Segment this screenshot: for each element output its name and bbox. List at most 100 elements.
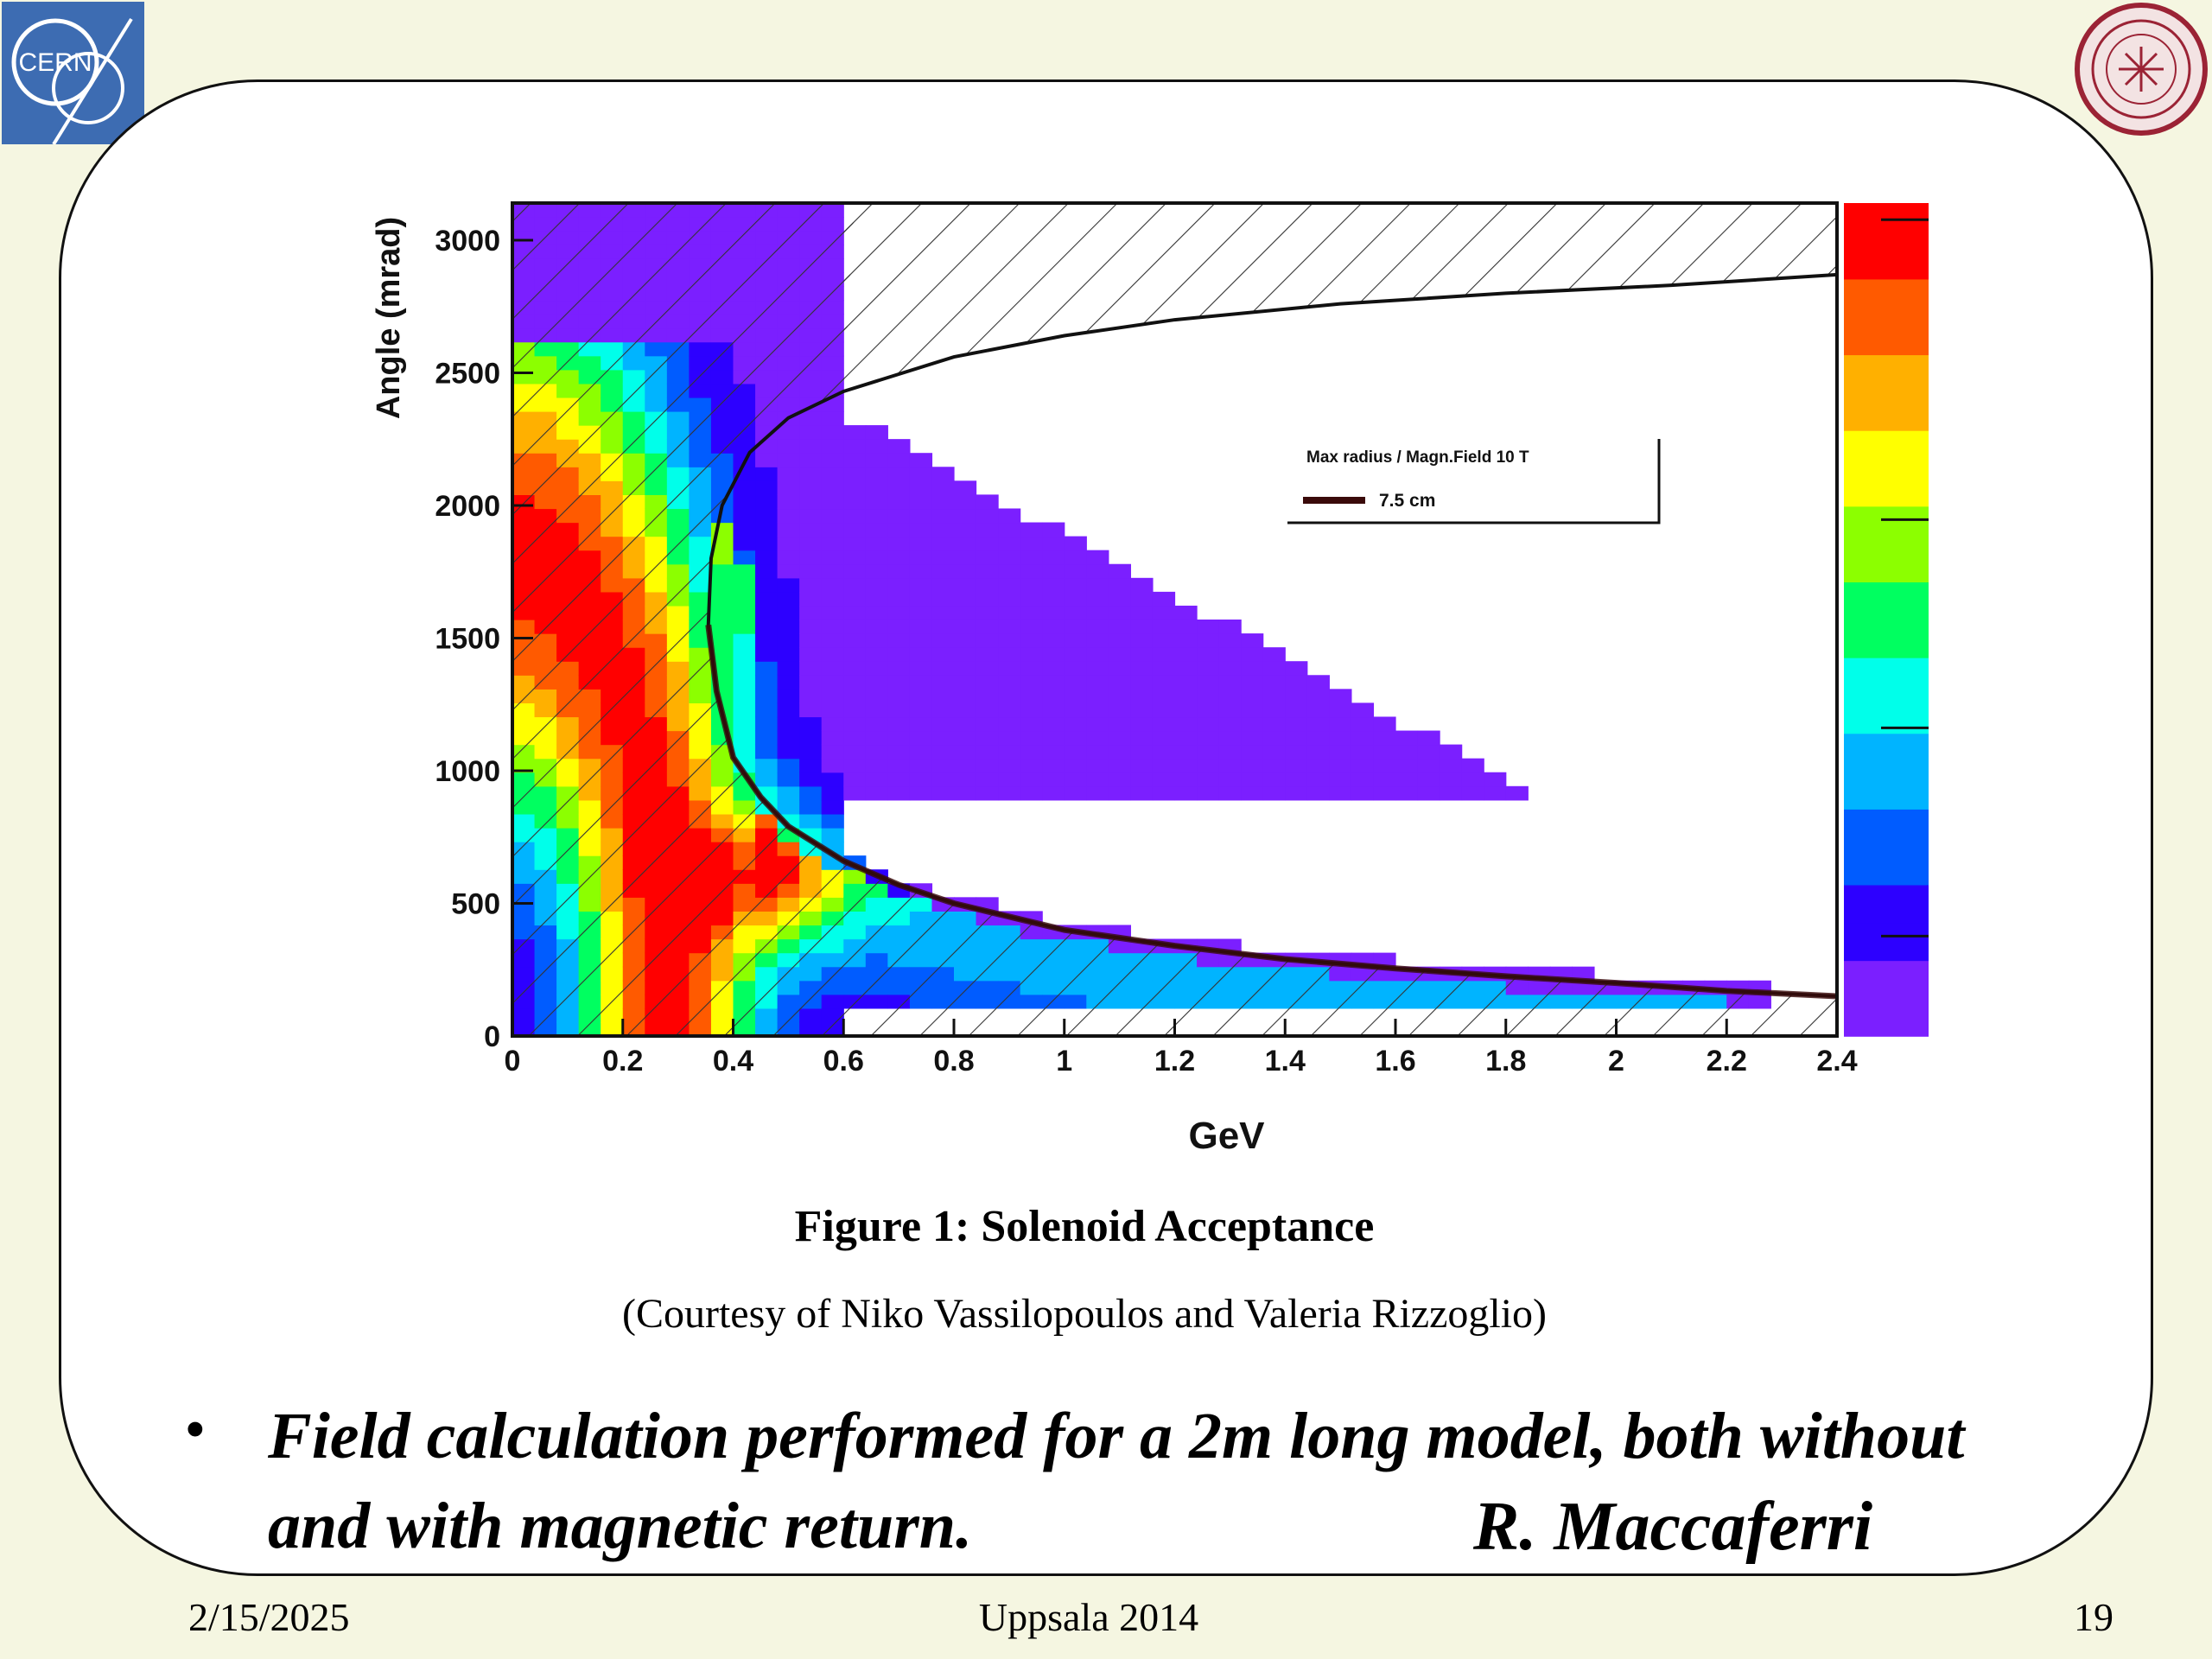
heatmap-cell [1262,702,1286,718]
heatmap-cell [909,716,933,732]
heatmap-cell [954,758,977,773]
heatmap-cell [998,675,1021,690]
heatmap-cell [887,494,911,510]
heatmap-cell [843,785,867,801]
heatmap-cell [777,467,800,481]
heatmap-cell [799,563,823,579]
heatmap-cell [1086,689,1109,703]
heatmap-cell [1218,785,1242,801]
heatmap-cell [909,661,933,676]
heatmap-cell [1174,730,1198,746]
heatmap-cell [998,702,1021,718]
heatmap-cell [1218,647,1242,662]
heatmap-cell [799,522,823,537]
heatmap-cell [1042,591,1065,607]
colorbar-cell [1844,771,1929,810]
heatmap-cell [799,439,823,454]
heatmap-cell [1351,730,1375,746]
figure-caption: Figure 1: Solenoid Acceptance [794,1202,1375,1251]
heatmap-cell [710,620,734,634]
heatmap-cell [1020,605,1043,620]
heatmap-cell [710,591,734,607]
colorbar-cell [1844,543,1929,582]
heatmap-cell [865,453,888,467]
heatmap-cell [887,661,911,676]
heatmap-cell [1285,758,1308,773]
heatmap-cell [1285,702,1308,718]
heatmap-cell [777,785,800,801]
heatmap-cell [1020,577,1043,593]
heatmap-cell [1130,661,1154,676]
heatmap-cell [865,425,888,440]
heatmap-cell [821,633,844,648]
colorbar-cell [1844,620,1929,658]
heatmap-cell [1086,785,1109,801]
heatmap-cell [909,522,933,537]
heatmap-cell [1108,772,1131,787]
x-tick-label: 0.2 [602,1045,643,1077]
heatmap-cell [1218,702,1242,718]
heatmap-cell [1064,591,1087,607]
bullet-text: Field calculation performed for a 2m lon… [268,1400,1965,1562]
heatmap-cell [1197,730,1220,746]
heatmap-cell [1373,785,1396,801]
heatmap-cell [1417,785,1440,801]
heatmap-cell [909,675,933,690]
heatmap-cell [1262,730,1286,746]
heatmap-cell [1373,730,1396,746]
heatmap-cell [1484,772,1507,787]
heatmap-cell [1218,716,1242,732]
heatmap-cell [998,772,1021,787]
heatmap-cell [1064,785,1087,801]
x-tick-label: 0.8 [933,1045,974,1077]
heatmap-cell [1130,605,1154,620]
heatmap-cell [998,689,1021,703]
heatmap-cell [1197,785,1220,801]
heatmap-cell [1152,675,1176,690]
colorbar-cell [1844,809,1929,848]
heatmap-cell [931,716,955,732]
heatmap-cell [931,730,955,746]
heatmap-cell [710,577,734,593]
heatmap-cell [865,577,888,593]
heatmap-cell [931,702,955,718]
heatmap-cell [1020,758,1043,773]
heatmap-cell [887,772,911,787]
heatmap-cell [998,661,1021,676]
heatmap-cell [865,675,888,690]
heatmap-cell [909,480,933,495]
heatmap-cell [931,633,955,648]
colorbar-cell [1844,884,1929,924]
heatmap-cell [1241,633,1264,648]
heatmap-cell [1351,744,1375,760]
heatmap-cell [954,744,977,760]
heatmap-cell [799,785,823,801]
heatmap-cell [998,620,1021,634]
heatmap-cell [887,522,911,537]
heatmap-cell [954,647,977,662]
heatmap-cell [909,758,933,773]
heatmap-cell [799,480,823,495]
heatmap-cell [843,772,867,787]
heatmap-cell [931,591,955,607]
heatmap-cell [1130,577,1154,593]
heatmap-cell [954,730,977,746]
heatmap-cell [1130,675,1154,690]
heatmap-cell [1174,716,1198,732]
heatmap-cell [1108,716,1131,732]
heatmap-cell [1152,633,1176,648]
heatmap-cell [777,439,800,454]
heatmap-cell [777,620,800,634]
x-tick-label: 0.6 [823,1045,864,1077]
heatmap-cell [1373,744,1396,760]
heatmap-cell [887,439,911,454]
heatmap-cell [954,661,977,676]
heatmap-cell [843,550,867,565]
heatmap-cell [931,550,955,565]
heatmap-cell [777,716,800,732]
heatmap-cell [998,730,1021,746]
heatmap-cell [887,647,911,662]
heatmap-cell [909,467,933,481]
colorbar-cell [1844,505,1929,545]
heatmap-cell [843,577,867,593]
